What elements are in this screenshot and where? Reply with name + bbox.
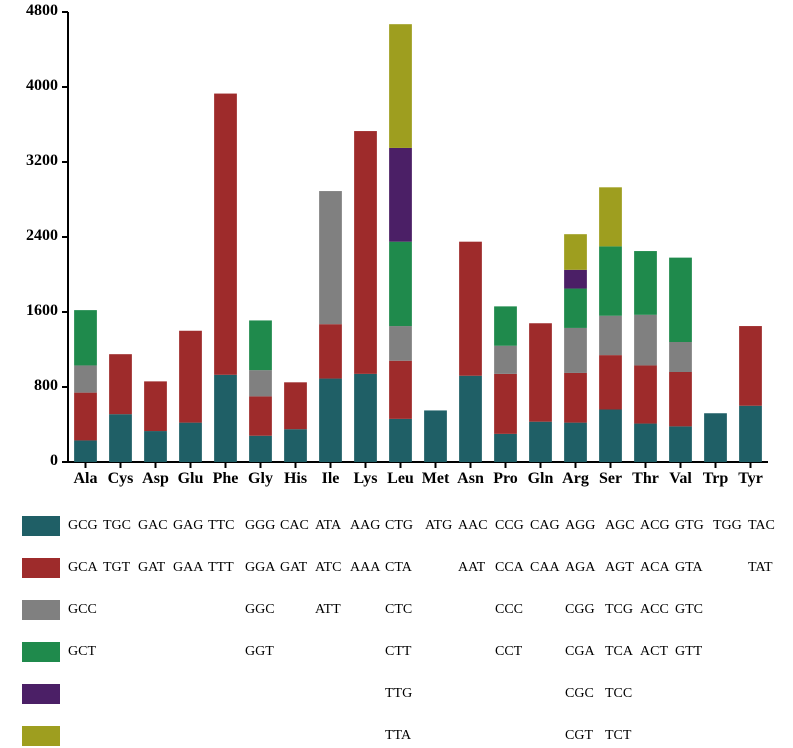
y-tick-label: 800 [0,377,58,395]
legend-swatch [22,558,60,578]
legend-codon: GCA [68,560,98,576]
legend-codon: TGT [103,560,130,576]
legend-codon: TCA [605,644,633,660]
legend-codon: GAG [173,518,203,534]
y-tick-label: 4000 [0,77,58,95]
legend-codon: GTT [675,644,702,660]
legend-codon: CCT [495,644,522,660]
legend-codon: AAT [458,560,485,576]
legend-codon: TCT [605,728,631,744]
legend-codon: AGC [605,518,635,534]
legend-codon: GCT [68,644,96,660]
legend-codon: CTA [385,560,412,576]
legend-swatch [22,642,60,662]
legend-codon: CAG [530,518,560,534]
legend-codon: AAG [350,518,380,534]
legend-codon: TAC [748,518,775,534]
legend-codon: GTA [675,560,703,576]
legend-codon: ATG [425,518,452,534]
legend-codon: TGC [103,518,131,534]
y-tick-label: 1600 [0,302,58,320]
legend-codon: CCA [495,560,524,576]
legend-codon: ACA [640,560,670,576]
legend-codon: GCC [68,602,97,618]
legend-codon: CGT [565,728,593,744]
legend-codon: CCG [495,518,524,534]
legend-codon: CCC [495,602,523,618]
legend-codon: CTC [385,602,412,618]
legend-codon: GGA [245,560,275,576]
legend-codon: CAA [530,560,560,576]
legend-codon: CTG [385,518,413,534]
legend-swatch [22,684,60,704]
legend-codon: GGT [245,644,274,660]
y-tick-label: 0 [0,452,58,470]
legend-swatch [22,726,60,746]
legend-codon: AAA [350,560,380,576]
legend-codon: ATA [315,518,341,534]
legend-codon: GGG [245,518,275,534]
legend-codon: AAC [458,518,488,534]
legend-codon: ACT [640,644,668,660]
legend-swatch [22,516,60,536]
legend-codon: TTG [385,686,412,702]
legend-codon: AGG [565,518,595,534]
legend-codon: TTC [208,518,234,534]
legend-codon: TTA [385,728,411,744]
y-tick-label: 2400 [0,227,58,245]
legend-swatch [22,600,60,620]
legend-codon: GTC [675,602,703,618]
legend-codon: AGT [605,560,634,576]
x-tick-label: Tyr [721,470,781,488]
legend-codon: CTT [385,644,411,660]
legend-codon: ACG [640,518,670,534]
legend-codon: CGG [565,602,595,618]
legend-codon: TCC [605,686,632,702]
legend-codon: CGC [565,686,594,702]
legend-codon: TCG [605,602,633,618]
y-tick-label: 4800 [0,2,58,20]
legend-codon: GAC [138,518,168,534]
legend-codon: CGA [565,644,595,660]
legend-codon: GAT [138,560,165,576]
legend-codon: AGA [565,560,595,576]
legend-codon: ATC [315,560,341,576]
legend-codon: GTG [675,518,704,534]
legend-codon: TAT [748,560,773,576]
legend-codon: CAC [280,518,309,534]
legend-codon: GAA [173,560,203,576]
legend-codon: GGC [245,602,275,618]
legend-codon: GAT [280,560,307,576]
codon-stacked-bar-chart [0,0,793,500]
y-tick-label: 3200 [0,152,58,170]
legend-codon: ACC [640,602,669,618]
legend-codon: GCG [68,518,98,534]
legend-codon: ATT [315,602,341,618]
legend-codon: TGG [713,518,742,534]
legend-codon: TTT [208,560,234,576]
